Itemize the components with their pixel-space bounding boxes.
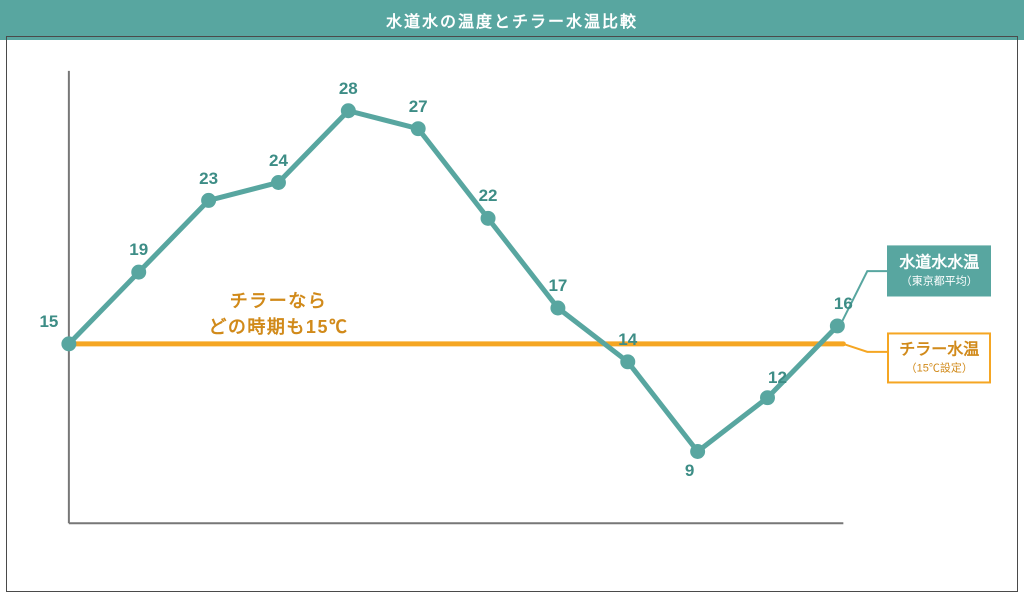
legend-tap-water: 水道水水温 （東京都平均） — [887, 246, 991, 297]
legend-sub: （東京都平均） — [899, 274, 979, 288]
data-label: 12 — [768, 368, 787, 388]
chart-frame: 15 19 23 24 28 27 22 17 14 9 12 16 チラーならどの時期も15℃ 水道… — [6, 36, 1018, 592]
data-label: 27 — [409, 97, 428, 117]
data-label: 17 — [548, 276, 567, 296]
data-label: 23 — [199, 169, 218, 189]
chiller-annotation: チラーならどの時期も15℃ — [208, 288, 348, 340]
chart-area: 15 19 23 24 28 27 22 17 14 9 12 16 チラーならどの時期も15℃ 水道… — [7, 37, 1017, 591]
data-label: 9 — [685, 461, 694, 481]
data-label: 16 — [834, 294, 853, 314]
data-label: 24 — [269, 151, 288, 171]
data-label: 22 — [479, 186, 498, 206]
legend-chiller: チラー水温 （15℃設定） — [887, 332, 991, 383]
chart-title: 水道水の温度とチラー水温比較 — [0, 0, 1024, 40]
chart-svg — [7, 37, 1017, 591]
annotation-line2: どの時期も15℃ — [208, 317, 348, 337]
data-label: 28 — [339, 79, 358, 99]
legend-title: 水道水水温 — [899, 255, 979, 272]
legend-title: チラー水温 — [899, 341, 979, 358]
legend-sub: （15℃設定） — [899, 361, 979, 375]
data-label: 14 — [618, 330, 637, 350]
data-label: 15 — [39, 312, 58, 332]
annotation-line1: チラーなら — [230, 291, 328, 311]
data-label: 19 — [129, 240, 148, 260]
